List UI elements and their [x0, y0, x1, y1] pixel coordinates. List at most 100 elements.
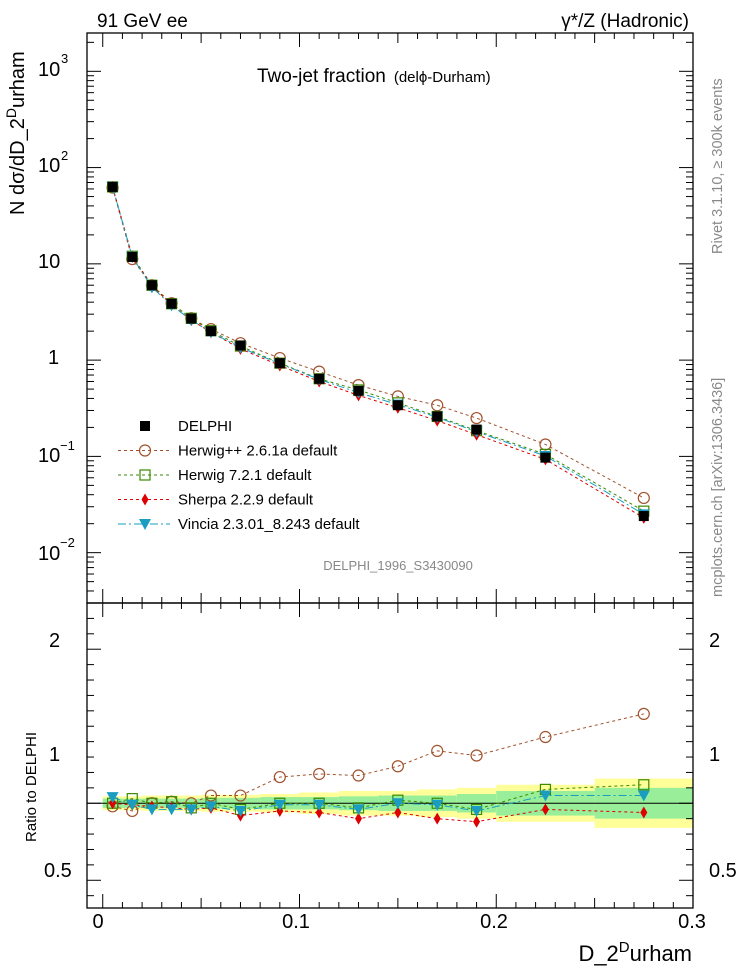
ratio-point-vincia — [470, 805, 483, 817]
ratio-tick-2: 2 — [49, 630, 60, 652]
ratio-plot-frame — [86, 602, 694, 909]
svg-text:10: 10 — [38, 543, 60, 565]
series-data — [107, 181, 649, 522]
legend-marker-herwig7 — [139, 469, 151, 481]
ratio-point-sherpa — [541, 803, 549, 816]
ratio-point-vincia — [539, 790, 552, 802]
point-data — [314, 373, 325, 384]
point-data — [274, 358, 285, 369]
svg-text:10: 10 — [38, 155, 60, 177]
legend-label: DELPHI — [178, 418, 232, 435]
y-tick-0.01: 10 −2 — [38, 535, 75, 565]
legend-marker-herwigpp — [138, 444, 152, 457]
ratio-point-vincia — [234, 805, 247, 817]
ratio-point-herwigpp — [204, 789, 218, 802]
legend-label: Herwig++ 2.6.1a default — [178, 443, 338, 460]
ratio-point-vincia — [313, 799, 326, 811]
ratio-point-vincia — [204, 801, 217, 813]
point-data — [205, 326, 216, 337]
ratio-series-vincia — [106, 790, 650, 817]
legend-marker-sherpa — [141, 493, 149, 506]
series-herwig7 — [106, 181, 650, 517]
legend-entry-data: DELPHI — [140, 418, 232, 435]
ratio-point-vincia — [106, 792, 119, 804]
ratio-panel: 2 1 0.5 2 1 0.5 Ratio to DELPHI 0 0.1 0.… — [23, 602, 737, 966]
y-tick-1000: 10 3 — [38, 51, 68, 81]
legend-label: Herwig 7.2.1 default — [178, 467, 312, 484]
ratio-tick-1: 1 — [49, 744, 60, 766]
ratio-point-vincia — [637, 790, 650, 802]
y-tick-10: 10 — [38, 251, 60, 273]
y-axis-title: N dσ/dD_2Durham — [3, 51, 29, 215]
legend-entry-herwigpp: Herwig++ 2.6.1a default — [118, 443, 338, 460]
point-data — [186, 313, 197, 324]
svg-text:10: 10 — [38, 59, 60, 81]
svg-text:2: 2 — [61, 148, 68, 163]
ratio-point-herwigpp — [431, 744, 444, 757]
point-data — [540, 452, 551, 463]
x-tick-0.1: 0.1 — [282, 911, 310, 933]
chart-title: Two-jet fraction (delϕ-Durham) — [257, 66, 491, 87]
point-data — [107, 181, 118, 192]
series-line-herwig7 — [112, 186, 645, 512]
point-herwigpp — [637, 491, 650, 505]
ratio-point-herwigpp — [352, 769, 365, 782]
ratio-point-sherpa — [315, 806, 323, 819]
legend-entry-herwig7: Herwig 7.2.1 default — [118, 467, 312, 484]
svg-text:−2: −2 — [60, 535, 75, 550]
ratio-point-sherpa — [394, 806, 402, 819]
legend: DELPHI Herwig++ 2.6.1a default Herwig 7.2.… — [118, 418, 360, 533]
legend-label: Sherpa 2.2.9 default — [178, 492, 314, 509]
ratio-point-herwigpp — [391, 760, 404, 773]
ratio-point-herwig7 — [638, 779, 650, 791]
ratio-tick-1-right: 1 — [709, 744, 720, 766]
ratio-point-vincia — [352, 804, 365, 816]
y-tick-0.1: 10 −1 — [38, 438, 75, 467]
y-tick-100: 10 2 — [38, 148, 68, 177]
ratio-point-vincia — [145, 804, 158, 816]
point-data — [432, 411, 443, 422]
ratio-point-sherpa — [433, 812, 441, 825]
ratio-axis-title: Ratio to DELPHI — [23, 732, 40, 842]
point-herwigpp — [470, 411, 483, 425]
point-data — [392, 400, 403, 411]
ratio-tick-0.5-right: 0.5 — [709, 860, 737, 882]
ratio-point-herwigpp — [637, 707, 650, 721]
point-herwigpp — [539, 438, 552, 451]
point-data — [638, 511, 649, 522]
point-data — [166, 298, 177, 309]
main-panel: 10 3 10 2 10 1 10 −1 10 −2 N dσ/dD_2Durh… — [3, 32, 694, 604]
ratio-point-herwigpp — [313, 767, 326, 781]
header-process: γ*/Z (Hadronic) — [561, 11, 689, 32]
x-tick-0.3: 0.3 — [678, 911, 706, 933]
ratio-line-vincia — [112, 795, 644, 812]
point-data — [235, 340, 246, 351]
ratio-point-vincia — [185, 804, 198, 816]
point-data — [146, 280, 157, 291]
legend-marker-data — [140, 421, 150, 431]
x-tick-0: 0 — [92, 911, 103, 933]
ratio-point-sherpa — [473, 815, 481, 828]
point-data — [471, 424, 482, 435]
x-tick-0.2: 0.2 — [480, 911, 508, 933]
svg-text:3: 3 — [61, 51, 68, 66]
ratio-point-herwigpp — [273, 770, 286, 784]
ratio-point-sherpa — [640, 806, 648, 819]
y-tick-1: 1 — [48, 347, 59, 369]
mcplots-label: mcplots.cern.ch [arXiv:1306.3436] — [710, 378, 726, 597]
ratio-point-vincia — [273, 799, 286, 811]
legend-label: Vincia 2.3.01_8.243 default — [178, 516, 360, 533]
ratio-point-sherpa — [276, 804, 284, 817]
ratio-point-herwigpp — [234, 789, 247, 802]
ratio-point-sherpa — [355, 812, 363, 825]
rivet-label: Rivet 3.1.10, ≥ 300k events — [710, 78, 726, 254]
ratio-point-vincia — [391, 798, 404, 810]
ratio-point-herwigpp — [539, 730, 552, 744]
point-herwigpp — [431, 399, 444, 412]
legend-entry-sherpa: Sherpa 2.2.9 default — [118, 492, 314, 509]
svg-text:10: 10 — [38, 445, 60, 467]
svg-text:−1: −1 — [60, 438, 75, 453]
x-axis-title: D_2Durham — [578, 939, 692, 966]
ratio-point-herwigpp — [470, 749, 483, 762]
